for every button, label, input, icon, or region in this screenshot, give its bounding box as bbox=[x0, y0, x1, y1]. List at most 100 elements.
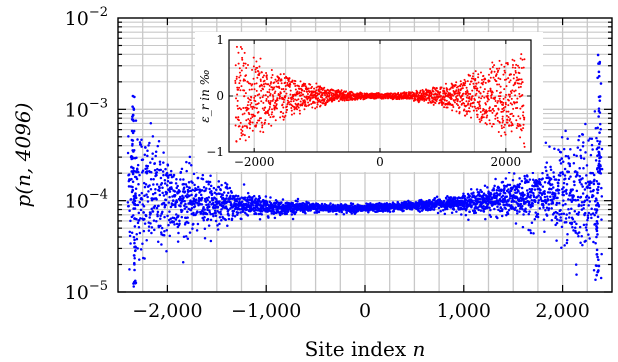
main-point bbox=[218, 222, 221, 226]
inset-point bbox=[298, 91, 301, 94]
main-point bbox=[238, 197, 242, 200]
main-point bbox=[181, 199, 184, 203]
inset-point bbox=[466, 103, 469, 106]
inset-point bbox=[475, 92, 478, 95]
main-point bbox=[177, 231, 180, 235]
inset-point bbox=[323, 98, 326, 101]
main-point bbox=[145, 167, 149, 170]
inset-point bbox=[275, 85, 278, 88]
inset-point bbox=[268, 91, 271, 94]
inset-chart: −2000 0 2000−101 ε_r in ‰ bbox=[195, 32, 543, 172]
main-point bbox=[236, 211, 240, 214]
inset-point bbox=[495, 104, 498, 107]
main-point bbox=[600, 147, 604, 151]
main-point bbox=[146, 164, 150, 168]
main-point bbox=[188, 155, 192, 159]
inset-point bbox=[470, 98, 473, 101]
main-point bbox=[189, 200, 193, 203]
main-point bbox=[510, 204, 513, 207]
main-point bbox=[134, 192, 137, 195]
inset-point bbox=[278, 77, 281, 80]
main-point bbox=[478, 197, 482, 201]
main-point bbox=[183, 199, 186, 203]
main-point bbox=[501, 208, 504, 211]
main-point bbox=[574, 199, 578, 202]
inset-point bbox=[340, 89, 343, 92]
main-point bbox=[575, 189, 579, 193]
main-point bbox=[133, 156, 137, 160]
inset-point bbox=[244, 92, 247, 95]
inset-point bbox=[301, 104, 304, 107]
inset-point bbox=[317, 97, 320, 100]
inset-point bbox=[264, 82, 267, 85]
main-point bbox=[482, 210, 486, 213]
main-point bbox=[473, 206, 476, 210]
main-point bbox=[280, 201, 283, 204]
inset-point bbox=[304, 83, 307, 86]
main-point bbox=[583, 199, 587, 203]
main-point bbox=[595, 188, 599, 191]
main-point bbox=[540, 193, 544, 196]
main-point bbox=[188, 161, 191, 165]
inset-point bbox=[276, 99, 279, 102]
inset-point bbox=[247, 97, 250, 100]
main-point bbox=[257, 202, 260, 205]
inset-point bbox=[474, 77, 477, 80]
main-point bbox=[222, 191, 226, 194]
inset-point bbox=[239, 89, 242, 92]
inset-point bbox=[245, 119, 248, 122]
main-point bbox=[513, 200, 516, 203]
main-point bbox=[576, 213, 580, 216]
inset-point bbox=[464, 90, 467, 93]
main-point bbox=[528, 210, 531, 213]
main-point bbox=[553, 147, 556, 151]
inset-point bbox=[361, 92, 364, 95]
main-point bbox=[600, 252, 603, 256]
inset-point bbox=[267, 83, 270, 86]
main-point bbox=[572, 162, 576, 165]
main-point bbox=[552, 175, 556, 178]
inset-point bbox=[405, 91, 408, 94]
main-point bbox=[529, 231, 533, 235]
main-point bbox=[579, 241, 582, 245]
inset-point bbox=[244, 79, 247, 82]
main-point bbox=[202, 206, 205, 209]
inset-point bbox=[478, 100, 481, 103]
main-point bbox=[557, 181, 560, 185]
main-point bbox=[594, 242, 597, 245]
inset-point bbox=[237, 62, 240, 65]
main-point bbox=[160, 243, 163, 246]
main-point bbox=[156, 167, 159, 171]
main-point bbox=[187, 189, 191, 193]
main-point bbox=[571, 217, 575, 221]
main-point bbox=[454, 196, 457, 199]
main-point bbox=[577, 231, 581, 234]
main-point bbox=[553, 194, 557, 198]
inset-point bbox=[465, 100, 468, 103]
main-point bbox=[195, 229, 199, 232]
inset-point bbox=[261, 96, 264, 99]
inset-point bbox=[349, 95, 352, 98]
main-point bbox=[190, 193, 193, 197]
main-point bbox=[153, 204, 157, 208]
inset-point bbox=[274, 78, 277, 81]
main-point bbox=[170, 181, 173, 184]
main-point bbox=[584, 226, 588, 229]
inset-point bbox=[299, 100, 302, 103]
main-point bbox=[132, 285, 135, 288]
main-point bbox=[561, 172, 565, 176]
main-point bbox=[142, 229, 146, 233]
inset-point bbox=[421, 88, 424, 91]
main-point bbox=[142, 204, 146, 208]
main-point bbox=[192, 172, 196, 176]
inset-point bbox=[278, 87, 281, 90]
main-x-tick-label: 1,000 bbox=[437, 300, 491, 322]
inset-point bbox=[309, 99, 312, 102]
inset-point bbox=[243, 89, 246, 92]
main-point bbox=[582, 141, 585, 144]
main-point bbox=[562, 186, 565, 189]
main-point bbox=[229, 194, 232, 198]
main-point bbox=[554, 178, 558, 181]
inset-point bbox=[253, 114, 256, 117]
main-point bbox=[129, 242, 132, 245]
